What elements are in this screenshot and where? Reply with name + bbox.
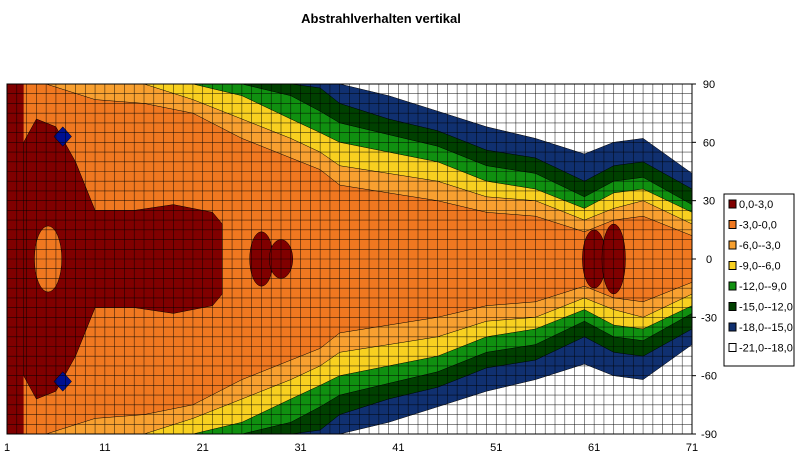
grid — [6, 83, 693, 435]
x-tick-label: 1 — [4, 442, 10, 454]
blue-spot — [53, 126, 72, 147]
legend-label: -6,0--3,0 — [739, 240, 781, 252]
blue-spot — [53, 371, 72, 392]
legend-label: -3,0-0,0 — [739, 220, 777, 232]
x-tick-label: 71 — [686, 442, 698, 454]
x-tick-label: 51 — [490, 442, 502, 454]
legend: 0,0-3,0 -3,0-0,0 -6,0--3,0 -9,0--6,0 -12,0--… — [723, 193, 795, 367]
y-tick-label: -60 — [701, 371, 717, 383]
y-tick-label: 90 — [703, 79, 715, 91]
x-tick-label: 11 — [99, 442, 110, 454]
chart-title: Abstrahlverhalten vertikal — [301, 11, 461, 26]
x-tick-label: 21 — [197, 442, 209, 454]
x-tick-label: 41 — [392, 442, 404, 454]
y-tick-label: 60 — [703, 137, 715, 149]
legend-label: -12,0--9,0 — [739, 281, 787, 293]
x-tick-label: 61 — [588, 442, 600, 454]
legend-swatch — [728, 343, 737, 352]
y-tick-label: 0 — [706, 254, 712, 266]
legend-swatch — [728, 281, 737, 291]
legend-swatch — [728, 240, 737, 250]
legend-swatch — [728, 220, 737, 229]
legend-label: -18,0--15,0 — [739, 322, 793, 334]
legend-swatch — [728, 302, 737, 311]
y-axis: 90 60 30 0 -30 -60 -90 — [692, 79, 717, 441]
x-tick-label: 31 — [294, 442, 306, 454]
y-tick-label: -90 — [701, 429, 717, 441]
legend-swatch — [728, 261, 737, 270]
x-axis: 1 11 21 31 41 51 61 71 — [4, 442, 698, 454]
legend-label: -21,0--18,0 — [739, 343, 793, 355]
y-tick-label: -30 — [701, 312, 717, 324]
legend-label: -15,0--12,0 — [739, 302, 793, 314]
legend-swatch — [728, 199, 737, 209]
legend-swatch — [728, 322, 737, 332]
legend-label: 0,0-3,0 — [739, 199, 773, 211]
legend-label: -9,0--6,0 — [739, 261, 781, 273]
y-tick-label: 30 — [703, 196, 715, 208]
